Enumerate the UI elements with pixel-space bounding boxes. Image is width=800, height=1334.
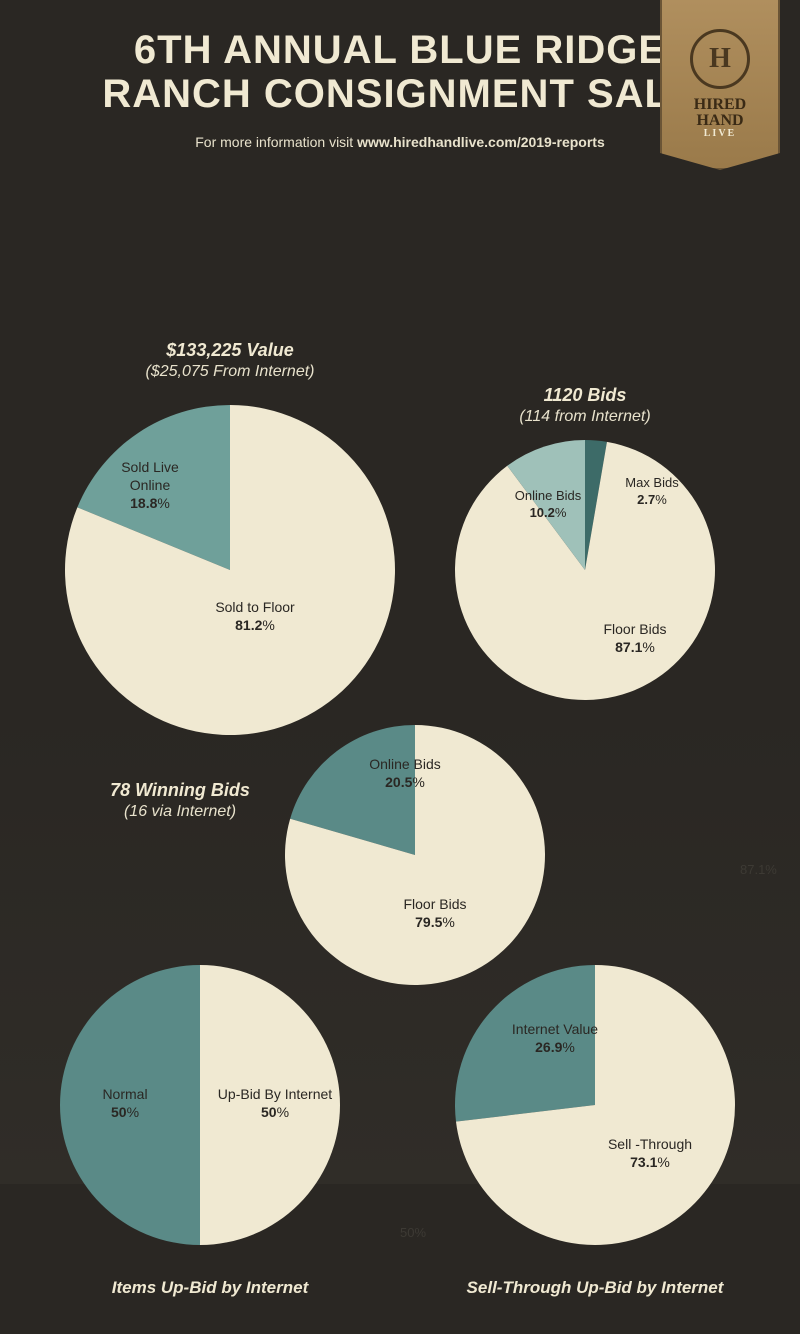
logo-text-hand: HAND xyxy=(696,113,743,129)
bids-slice-label-floor: Floor Bids87.1% xyxy=(590,620,680,656)
upbid-slice-label-normal: Normal50% xyxy=(85,1085,165,1121)
brand-logo: H HIRED HAND LIVE xyxy=(660,0,780,170)
winning-chart-title: 78 Winning Bids xyxy=(80,780,280,801)
value-slice-label-online: Sold Live Online18.8% xyxy=(105,458,195,513)
sellthrough-footer-label: Sell-Through Up-Bid by Internet xyxy=(440,1278,750,1298)
report-url[interactable]: www.hiredhandlive.com/2019-reports xyxy=(357,134,605,150)
subtitle-prefix: For more information visit xyxy=(195,134,357,150)
upbid-slice-label-internet: Up-Bid By Internet50% xyxy=(210,1085,340,1121)
bids-chart-header: 1120 Bids (114 from Internet) xyxy=(475,385,695,426)
bids-slice-label-max: Max Bids2.7% xyxy=(612,475,692,509)
value-chart-title: $133,225 Value xyxy=(95,340,365,361)
logo-text-hired: HIRED xyxy=(694,97,746,113)
winning-slice-label-floor: Floor Bids79.5% xyxy=(385,895,485,931)
bids-chart-title: 1120 Bids xyxy=(475,385,695,406)
ghost-label-1: 87.1% xyxy=(740,862,777,877)
value-slice-label-floor: Sold to Floor81.2% xyxy=(195,598,315,634)
upbid-footer-label: Items Up-Bid by Internet xyxy=(100,1278,320,1298)
winning-slice-label-online: Online Bids20.5% xyxy=(355,755,455,791)
sellthrough-slice-label-through: Sell -Through73.1% xyxy=(595,1135,705,1171)
winning-chart-header: 78 Winning Bids (16 via Internet) xyxy=(80,780,280,821)
sellthrough-slice-label-internet: Internet Value26.9% xyxy=(505,1020,605,1056)
value-chart-subtitle: ($25,075 From Internet) xyxy=(95,363,365,381)
ghost-label-2: 50% xyxy=(400,1225,426,1240)
bids-chart-subtitle: (114 from Internet) xyxy=(475,408,695,426)
logo-monogram: H xyxy=(690,29,750,89)
winning-chart-subtitle: (16 via Internet) xyxy=(80,803,280,821)
value-chart-header: $133,225 Value ($25,075 From Internet) xyxy=(95,340,365,381)
logo-text-live: LIVE xyxy=(704,129,736,139)
bids-slice-label-online: Online Bids10.2% xyxy=(503,488,593,522)
